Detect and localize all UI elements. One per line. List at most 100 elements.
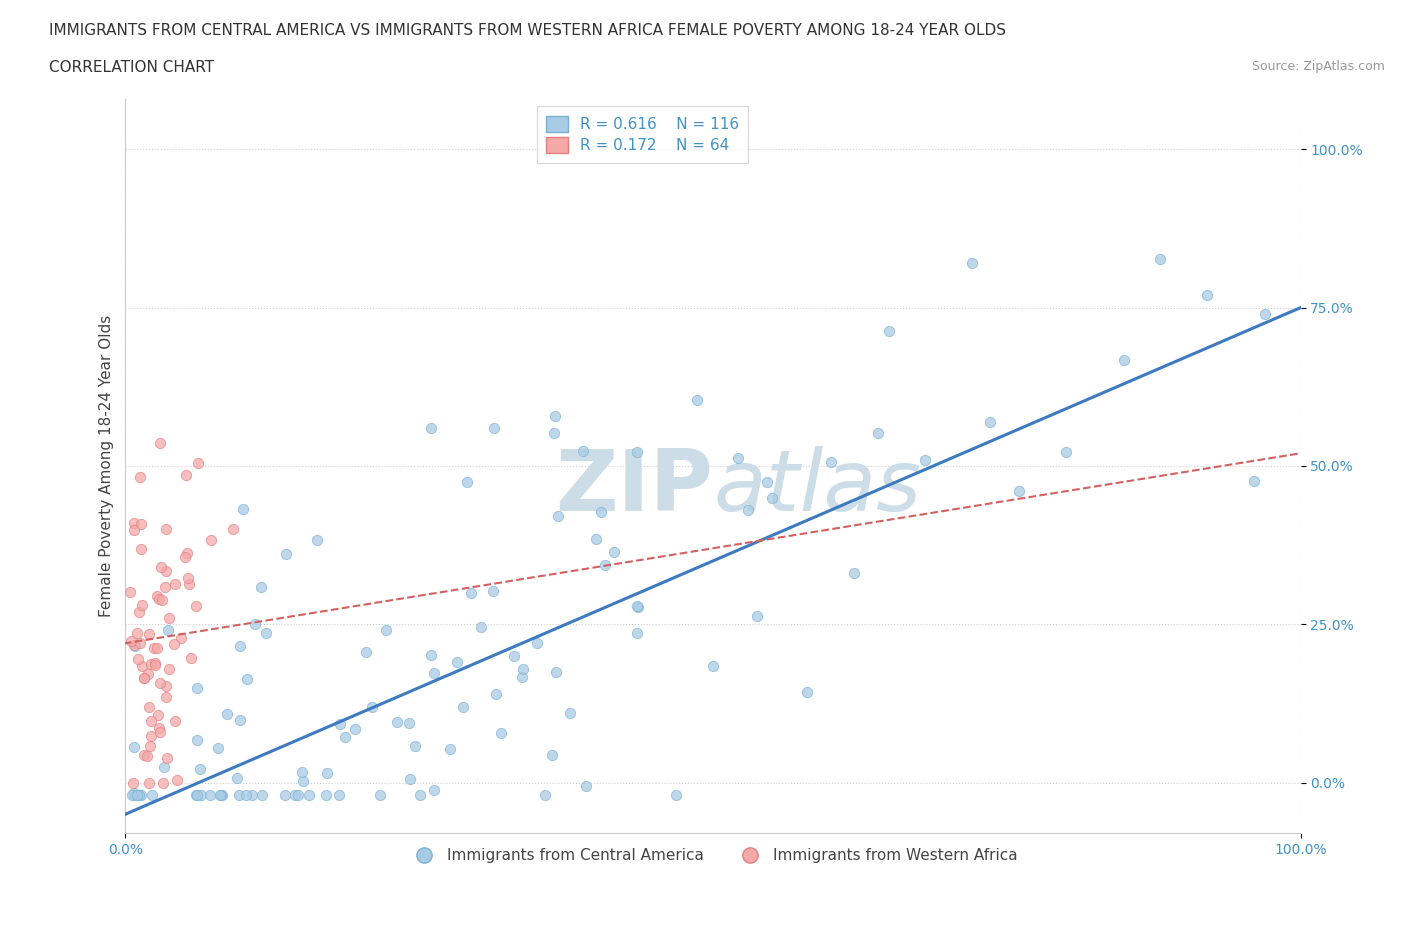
Point	[575, 779, 598, 794]
Point	[122, 523, 145, 538]
Point	[470, 619, 492, 634]
Point	[138, 775, 160, 790]
Point	[228, 788, 250, 803]
Point	[1007, 484, 1029, 498]
Text: Source: ZipAtlas.com: Source: ZipAtlas.com	[1251, 60, 1385, 73]
Point	[254, 626, 277, 641]
Point	[796, 684, 818, 699]
Point	[1195, 288, 1218, 303]
Point	[1254, 307, 1277, 322]
Point	[685, 392, 707, 407]
Point	[139, 728, 162, 743]
Point	[139, 739, 162, 754]
Point	[163, 714, 186, 729]
Point	[120, 633, 142, 648]
Point	[283, 788, 305, 803]
Point	[877, 323, 900, 338]
Point	[131, 658, 153, 673]
Point	[368, 788, 391, 803]
Point	[141, 788, 163, 803]
Point	[209, 788, 232, 803]
Point	[118, 585, 141, 600]
Point	[150, 592, 173, 607]
Point	[127, 651, 149, 666]
Point	[398, 715, 420, 730]
Point	[131, 598, 153, 613]
Point	[174, 468, 197, 483]
Point	[122, 515, 145, 530]
Point	[157, 661, 180, 676]
Point	[166, 772, 188, 787]
Point	[842, 565, 865, 580]
Point	[419, 420, 441, 435]
Point	[626, 626, 648, 641]
Text: IMMIGRANTS FROM CENTRAL AMERICA VS IMMIGRANTS FROM WESTERN AFRICA FEMALE POVERTY: IMMIGRANTS FROM CENTRAL AMERICA VS IMMIG…	[49, 23, 1007, 38]
Point	[143, 658, 166, 672]
Point	[546, 665, 568, 680]
Point	[756, 474, 779, 489]
Point	[727, 450, 749, 465]
Point	[316, 765, 339, 780]
Point	[1054, 445, 1077, 459]
Point	[129, 541, 152, 556]
Point	[489, 725, 512, 740]
Point	[540, 748, 562, 763]
Point	[149, 560, 172, 575]
Point	[737, 502, 759, 517]
Point	[305, 533, 328, 548]
Point	[627, 600, 650, 615]
Point	[914, 453, 936, 468]
Point	[593, 558, 616, 573]
Point	[439, 742, 461, 757]
Point	[460, 585, 482, 600]
Point	[129, 516, 152, 531]
Point	[176, 545, 198, 560]
Point	[526, 635, 548, 650]
Point	[245, 617, 267, 631]
Point	[333, 730, 356, 745]
Point	[329, 716, 352, 731]
Point	[603, 544, 626, 559]
Point	[222, 522, 245, 537]
Text: CORRELATION CHART: CORRELATION CHART	[49, 60, 214, 75]
Y-axis label: Female Poverty Among 18-24 Year Olds: Female Poverty Among 18-24 Year Olds	[100, 315, 114, 618]
Point	[482, 420, 505, 435]
Point	[423, 782, 446, 797]
Point	[354, 644, 377, 659]
Point	[558, 706, 581, 721]
Point	[217, 706, 239, 721]
Point	[134, 671, 156, 685]
Point	[148, 708, 170, 723]
Point	[572, 444, 595, 458]
Point	[186, 599, 208, 614]
Point	[129, 636, 152, 651]
Point	[141, 713, 163, 728]
Point	[146, 589, 169, 604]
Point	[547, 509, 569, 524]
Point	[747, 608, 769, 623]
Point	[207, 741, 229, 756]
Point	[229, 639, 252, 654]
Point	[344, 722, 367, 737]
Point	[190, 788, 212, 803]
Point	[143, 656, 166, 671]
Point	[385, 714, 408, 729]
Point	[456, 475, 478, 490]
Point	[129, 788, 152, 803]
Point	[543, 425, 565, 440]
Point	[155, 679, 177, 694]
Point	[374, 623, 396, 638]
Point	[149, 724, 172, 739]
Point	[143, 641, 166, 656]
Point	[404, 738, 426, 753]
Point	[122, 788, 145, 803]
Point	[229, 712, 252, 727]
Point	[409, 788, 432, 803]
Point	[152, 775, 174, 790]
Point	[148, 721, 170, 736]
Point	[361, 699, 384, 714]
Point	[138, 699, 160, 714]
Point	[225, 771, 247, 786]
Point	[122, 786, 145, 801]
Point	[136, 667, 159, 682]
